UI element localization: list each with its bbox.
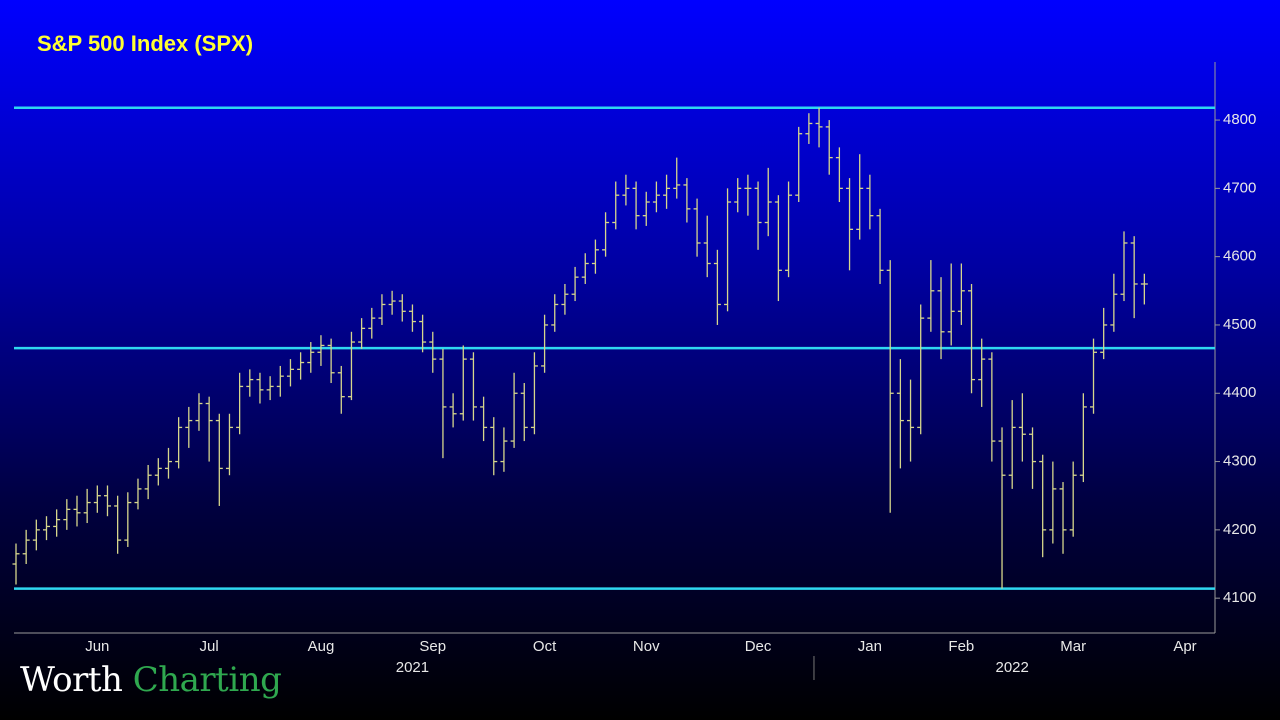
x-tick-label: Jul bbox=[200, 638, 219, 655]
y-tick-label: 4200 bbox=[1223, 521, 1256, 538]
x-tick-label: Apr bbox=[1173, 638, 1196, 655]
y-tick-label: 4300 bbox=[1223, 453, 1256, 470]
y-tick-label: 4400 bbox=[1223, 384, 1256, 401]
y-tick-label: 4600 bbox=[1223, 248, 1256, 265]
y-tick-label: 4500 bbox=[1223, 316, 1256, 333]
y-tick-label: 4700 bbox=[1223, 179, 1256, 196]
watermark: Worth Charting bbox=[20, 660, 282, 700]
watermark-text: Worth bbox=[20, 660, 123, 700]
x-tick-label: Jun bbox=[85, 638, 109, 655]
chart-title: S&P 500 Index (SPX) bbox=[37, 31, 253, 56]
x-tick-label: Sep bbox=[419, 638, 446, 655]
x-tick-label: Oct bbox=[533, 638, 557, 655]
y-tick-label: 4100 bbox=[1223, 589, 1256, 606]
year-label: 2021 bbox=[396, 659, 429, 676]
x-tick-label: Dec bbox=[745, 638, 772, 655]
y-tick-label: 4800 bbox=[1223, 111, 1256, 128]
x-tick-label: Mar bbox=[1060, 638, 1086, 655]
x-tick-label: Jan bbox=[858, 638, 882, 655]
x-tick-label: Feb bbox=[948, 638, 974, 655]
watermark-text: Charting bbox=[132, 660, 282, 700]
x-tick-label: Nov bbox=[633, 638, 660, 655]
year-label: 2022 bbox=[996, 659, 1029, 676]
x-tick-label: Aug bbox=[308, 638, 335, 655]
